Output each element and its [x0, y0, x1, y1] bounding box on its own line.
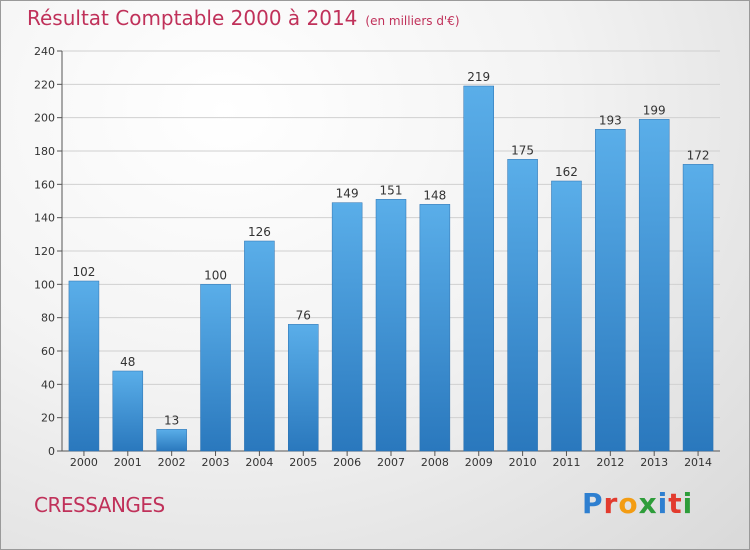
bar-value-label: 199 [643, 103, 666, 117]
proxiti-logo: Proxiti [582, 487, 693, 520]
bar [244, 240, 275, 452]
bar-value-label: 48 [120, 355, 135, 369]
bar-value-label: 151 [380, 183, 403, 197]
x-tick-label: 2013 [640, 456, 668, 469]
bar [463, 85, 494, 452]
bar [551, 180, 582, 452]
y-tick-label: 200 [34, 112, 55, 125]
bar-value-label: 193 [599, 113, 622, 127]
logo-letter: o [618, 487, 639, 520]
bar-value-label: 102 [72, 265, 95, 279]
x-tick-label: 2007 [377, 456, 405, 469]
value-labels: 102 48 13 100 126 76 149 151 148 219 175 162 193 199 1… [72, 70, 709, 427]
bar-value-label: 162 [555, 165, 578, 179]
y-tick-label: 0 [48, 445, 55, 458]
y-tick-label: 80 [41, 312, 55, 325]
logo-letter: i [657, 487, 669, 520]
y-tick-label: 20 [41, 412, 55, 425]
bar-value-label: 175 [511, 143, 534, 157]
bar-value-label: 13 [164, 413, 179, 427]
bar [507, 159, 538, 452]
y-tick-label: 180 [34, 145, 55, 158]
bar-value-label: 149 [336, 187, 359, 201]
y-tick-label: 160 [34, 178, 55, 191]
x-tick-label: 2010 [509, 456, 537, 469]
y-tick-label: 100 [34, 278, 55, 291]
x-tick-label: 2003 [202, 456, 230, 469]
y-tick-label: 140 [34, 212, 55, 225]
logo-letter: r [603, 487, 619, 520]
chart-subtitle: (en milliers d'€) [365, 14, 460, 28]
x-tick-label: 2014 [684, 456, 712, 469]
y-tick-labels: 0 20 40 60 80 100 120 140 160 180 200 220 240 [34, 45, 55, 458]
y-tick-label: 240 [34, 45, 55, 58]
y-tick-label: 220 [34, 78, 55, 91]
y-tick-label: 120 [34, 245, 55, 258]
x-tick-label: 2002 [158, 456, 186, 469]
logo-letter: P [582, 487, 604, 520]
bar [419, 204, 451, 452]
bar [112, 370, 144, 452]
bar [331, 202, 363, 452]
bar-value-label: 100 [204, 268, 227, 282]
bar [375, 199, 407, 452]
x-tick-label: 2006 [333, 456, 361, 469]
bar-value-label: 76 [296, 308, 311, 322]
bar [68, 280, 100, 452]
x-tick-label: 2001 [114, 456, 142, 469]
bar [595, 129, 626, 452]
bar-value-label: 148 [423, 188, 446, 202]
bars [68, 85, 714, 452]
x-tick-label: 2004 [245, 456, 273, 469]
x-tick-label: 2008 [421, 456, 449, 469]
bar-value-label: 172 [687, 148, 710, 162]
logo-letter: t [668, 487, 683, 520]
bar [200, 284, 231, 452]
y-tick-label: 40 [41, 378, 55, 391]
bar [638, 119, 670, 452]
x-tick-label: 2009 [465, 456, 493, 469]
bar [156, 429, 187, 452]
x-tick-label: 2005 [289, 456, 317, 469]
chart-title-text: Résultat Comptable 2000 à 2014 [27, 6, 358, 30]
bar-value-label: 219 [467, 70, 490, 84]
x-tick-labels: 2000 2001 2002 2003 2004 2005 2006 2007 2008 2009… [70, 451, 712, 469]
place-name: CRESSANGES [34, 493, 165, 517]
y-tick-label: 60 [41, 345, 55, 358]
bar [682, 164, 714, 452]
bar-value-label: 126 [248, 225, 271, 239]
logo-letter: i [682, 487, 694, 520]
x-tick-label: 2011 [552, 456, 580, 469]
chart-title: Résultat Comptable 2000 à 2014 (en millie… [27, 6, 460, 30]
x-tick-label: 2012 [596, 456, 624, 469]
x-tick-label: 2000 [70, 456, 98, 469]
bar [288, 324, 319, 452]
logo-letter: x [638, 487, 658, 520]
